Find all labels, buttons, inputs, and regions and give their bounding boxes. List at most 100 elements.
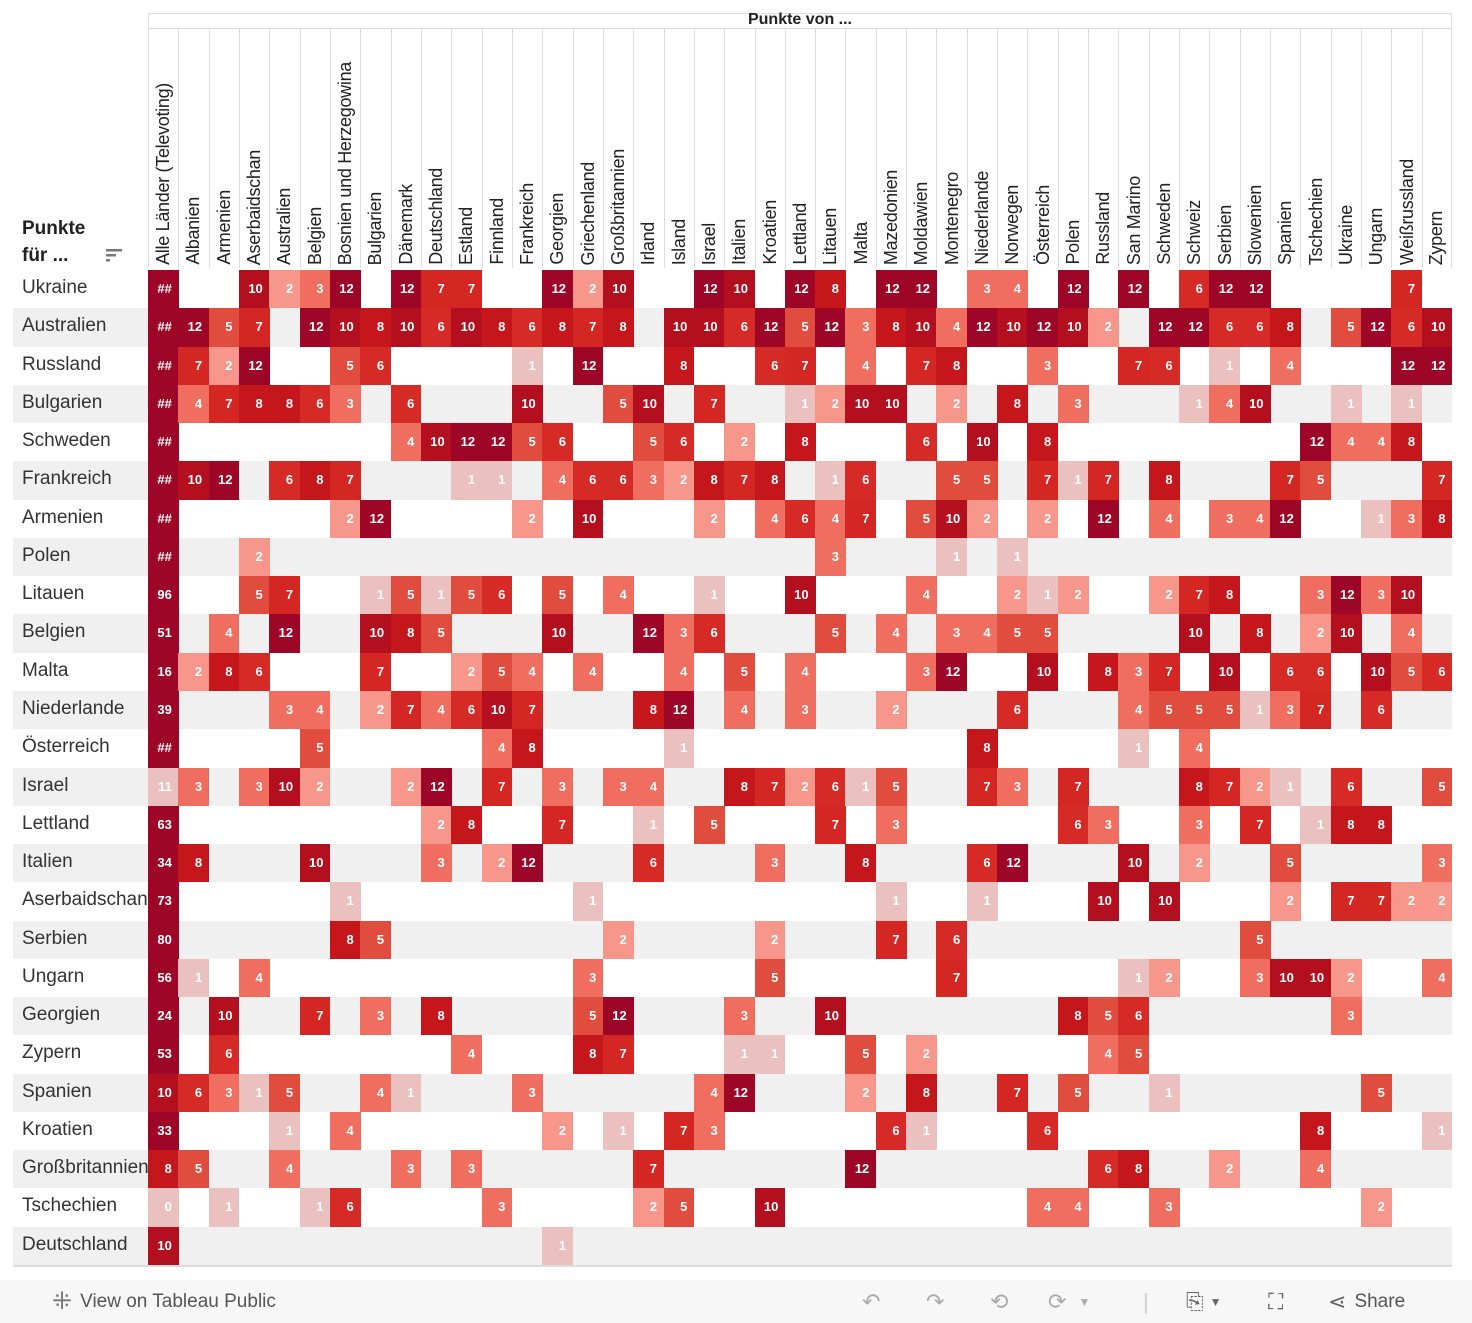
heatmap-cell[interactable]: 8 [875,308,907,348]
heatmap-cell[interactable]: 7 [360,652,392,692]
heatmap-cell[interactable]: 3 [815,537,846,577]
heatmap-cell[interactable]: 7 [1239,805,1271,845]
column-header[interactable]: Lettland [784,29,815,268]
row-label[interactable]: Australien [22,315,107,337]
heatmap-cell[interactable]: 6 [1209,308,1241,348]
heatmap-cell[interactable]: 1 [936,537,968,577]
heatmap-cell[interactable]: 1 [633,805,665,845]
heatmap-cell[interactable]: 10 [1088,882,1119,922]
heatmap-cell[interactable]: 4 [663,652,695,692]
heatmap-cell[interactable]: 4 [542,461,574,501]
heatmap-cell[interactable]: 10 [1421,308,1453,348]
heatmap-cell[interactable]: 7 [724,461,755,501]
heatmap-cell[interactable]: 12 [1088,499,1119,539]
heatmap-cell[interactable]: 7 [208,384,240,424]
heatmap-cell[interactable]: 7 [1391,270,1423,309]
heatmap-cell[interactable]: 6 [663,423,695,462]
heatmap-cell[interactable]: 10 [1330,614,1362,654]
heatmap-cell[interactable]: 6 [329,1188,361,1228]
heatmap-cell[interactable]: 3 [481,1188,513,1228]
heatmap-cell[interactable]: 8 [1088,652,1119,692]
heatmap-cell[interactable]: 6 [511,308,543,348]
heatmap-cell[interactable]: 8 [360,308,392,348]
heatmap-cell[interactable]: 7 [997,1073,1028,1113]
heatmap-cell[interactable]: 4 [1300,1150,1332,1189]
column-header[interactable]: Georgien [542,29,572,268]
heatmap-cell[interactable]: 1 [1027,576,1059,615]
heatmap-cell[interactable]: 10 [1391,576,1423,615]
heatmap-cell[interactable]: 2 [784,767,816,807]
heatmap-cell[interactable]: 1 [390,1073,422,1113]
heatmap-cell[interactable]: 1 [208,1188,240,1228]
heatmap-cell[interactable]: 7 [754,767,786,807]
heatmap-cell[interactable]: 12 [1300,423,1332,462]
heatmap-cell[interactable]: 8 [238,384,270,424]
column-header[interactable]: Polen [1057,29,1088,268]
heatmap-cell[interactable]: 6 [1239,308,1271,348]
heatmap-cell[interactable]: 2 [269,270,301,309]
heatmap-cell[interactable]: 6 [1118,997,1150,1036]
heatmap-cell[interactable]: 2 [178,652,210,692]
heatmap-cell[interactable]: 10 [481,690,513,730]
heatmap-cell[interactable]: 10 [1270,958,1301,998]
heatmap-cell[interactable]: 1 [1057,461,1089,501]
heatmap-cell[interactable]: 4 [724,690,755,730]
row-label[interactable]: Spanien [22,1080,92,1102]
heatmap-cell[interactable]: 5 [572,997,604,1036]
row-label[interactable]: Litauen [22,583,85,605]
heatmap-cell[interactable]: 10 [208,997,240,1036]
heatmap-cell[interactable]: 3 [1209,499,1241,539]
column-header[interactable]: Belgien [299,29,330,268]
heatmap-cell[interactable]: 7 [936,958,968,998]
heatmap-cell[interactable]: 7 [542,805,574,845]
heatmap-cell[interactable]: 1 [906,1111,937,1151]
heatmap-cell[interactable]: 6 [269,461,301,501]
heatmap-cell[interactable]: 1 [724,1035,755,1075]
heatmap-cell[interactable]: 3 [693,1111,725,1151]
total-cell[interactable]: ## [148,499,179,539]
heatmap-cell[interactable]: 1 [784,384,816,424]
heatmap-cell[interactable]: 5 [663,1188,695,1228]
heatmap-cell[interactable]: 7 [1361,882,1392,922]
heatmap-cell[interactable]: 3 [1391,499,1423,539]
heatmap-cell[interactable]: 7 [1027,461,1059,501]
heatmap-cell[interactable]: 3 [360,997,392,1036]
column-header[interactable]: Litauen [815,29,845,268]
heatmap-cell[interactable]: 8 [1118,1150,1150,1189]
heatmap-cell[interactable]: 2 [724,423,755,462]
heatmap-cell[interactable]: 2 [966,499,998,539]
heatmap-cell[interactable]: 7 [875,920,907,960]
heatmap-cell[interactable]: 8 [329,920,361,960]
heatmap-cell[interactable]: 3 [663,614,695,654]
heatmap-cell[interactable]: 6 [238,652,270,692]
heatmap-cell[interactable]: 7 [966,767,998,807]
column-header[interactable]: Aserbaidschan [238,29,269,268]
heatmap-cell[interactable]: 4 [1421,958,1453,998]
column-header[interactable]: Island [663,29,694,268]
heatmap-cell[interactable]: 4 [390,423,422,462]
heatmap-cell[interactable]: 5 [997,614,1028,654]
heatmap-cell[interactable]: 6 [724,308,755,348]
heatmap-cell[interactable]: 12 [1148,308,1180,348]
heatmap-cell[interactable]: 4 [299,690,331,730]
heatmap-cell[interactable]: 5 [1148,690,1180,730]
heatmap-cell[interactable]: 1 [1118,958,1150,998]
heatmap-cell[interactable]: 3 [1300,576,1332,615]
heatmap-cell[interactable]: 4 [572,652,604,692]
heatmap-cell[interactable]: 10 [875,384,907,424]
sort-icon[interactable] [106,247,122,263]
row-label[interactable]: Frankreich [22,468,112,490]
heatmap-cell[interactable]: 10 [178,461,210,501]
heatmap-cell[interactable]: 6 [299,384,331,424]
heatmap-cell[interactable]: 4 [1148,499,1180,539]
heatmap-cell[interactable]: 8 [511,729,543,768]
heatmap-cell[interactable]: 5 [1118,1035,1150,1075]
heatmap-cell[interactable]: 8 [451,805,483,845]
heatmap-cell[interactable]: 1 [754,1035,786,1075]
share-button[interactable]: ⋖ Share [1328,1280,1405,1323]
heatmap-cell[interactable]: 6 [754,346,786,386]
heatmap-cell[interactable]: 5 [966,461,998,501]
heatmap-cell[interactable]: 2 [238,537,270,577]
column-header[interactable]: Zypern [1421,29,1452,268]
column-header[interactable]: Tschechien [1300,29,1330,268]
